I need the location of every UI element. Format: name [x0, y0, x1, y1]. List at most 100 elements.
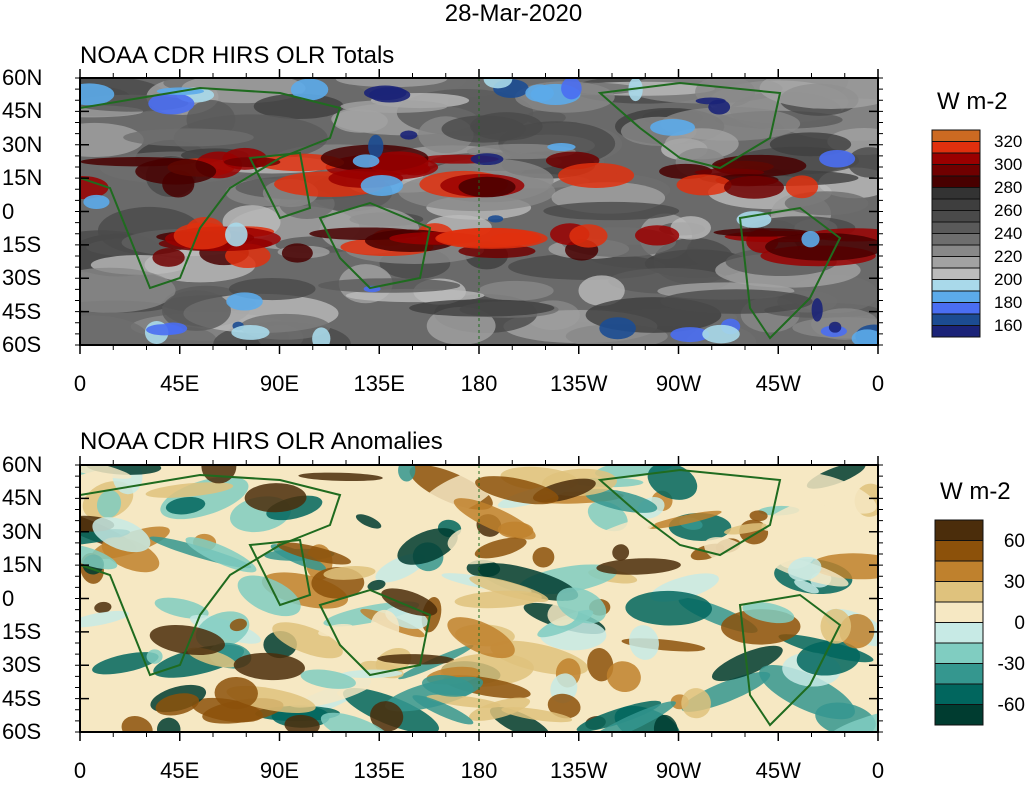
field-cell [547, 693, 581, 719]
field-cell [412, 695, 474, 725]
colorbar-units-0: W m-2 [937, 88, 1008, 115]
y-tick-label: 60S [2, 719, 42, 744]
colorbar-swatch [934, 683, 984, 705]
colorbar-label: 160 [994, 315, 1023, 335]
y-tick-label: 30N [2, 518, 43, 544]
x-tick-label: 90W [655, 758, 702, 783]
y-tick-label: 45N [2, 485, 43, 511]
field-cell [660, 289, 813, 314]
field-cell [231, 324, 270, 340]
field-cell [335, 78, 448, 88]
field-cell [80, 315, 149, 345]
field-cell [483, 78, 513, 89]
colorbar-label: 280 [994, 177, 1023, 197]
field-cell [724, 523, 767, 535]
field-cell [173, 222, 232, 250]
field-cell [851, 329, 878, 345]
field-cell [474, 537, 527, 559]
colorbar-label: 30 [1003, 571, 1025, 593]
colorbar [931, 129, 981, 338]
field-cell [332, 109, 388, 133]
field-cell [370, 701, 404, 732]
colorbar-swatch [931, 221, 981, 234]
colorbar-swatch [931, 244, 981, 257]
field-cell [612, 544, 630, 561]
field-cell [792, 317, 878, 339]
field-cell [80, 83, 115, 106]
field-cell [281, 243, 313, 263]
field-cell [561, 78, 582, 100]
field-cell [647, 510, 722, 529]
field-cell [323, 565, 376, 580]
field-cell [237, 575, 301, 617]
coastline [248, 538, 312, 607]
field-cell [426, 694, 501, 708]
field-cell [628, 78, 643, 102]
field-cell [80, 175, 109, 200]
field-cell [454, 590, 542, 609]
field-cell [287, 671, 380, 708]
colorbar-label: 260 [994, 200, 1023, 220]
field-cell [152, 248, 185, 267]
field-cell [543, 201, 680, 221]
colorbar-swatch [934, 581, 984, 603]
colorbar-swatch [931, 233, 981, 246]
panel-title-1: NOAA CDR HIRS OLR Anomalies [80, 428, 443, 455]
field-cell [681, 688, 711, 719]
field-cell [80, 610, 129, 628]
field-cell [635, 225, 680, 246]
field-cell [355, 514, 382, 529]
y-tick-label: 15N [2, 552, 43, 578]
field-cell [155, 693, 200, 716]
field-cell [226, 292, 263, 311]
y-tick-label: 60N [2, 452, 43, 477]
field-cell [487, 215, 504, 223]
field-cell [596, 558, 681, 575]
field-cell [284, 714, 320, 732]
field-cell [820, 608, 852, 644]
field-cell [478, 280, 554, 301]
field-cell [146, 324, 183, 336]
field-cell [80, 544, 118, 570]
field-cell [759, 665, 855, 720]
field-cell [253, 93, 344, 120]
field-cell [290, 78, 329, 101]
field-cell [670, 327, 710, 343]
field-cell [233, 652, 305, 681]
field-cell [819, 522, 836, 535]
field-cell [170, 565, 211, 577]
coastline [597, 81, 782, 170]
x-tick-label: 90E [259, 758, 300, 783]
field-cell [447, 617, 515, 659]
field-cell [676, 174, 732, 196]
field-cell [80, 122, 144, 157]
field-cell [369, 87, 411, 103]
field-cell [458, 176, 516, 198]
colorbar-swatch [931, 175, 981, 188]
field-cell [695, 97, 726, 105]
coastline [80, 473, 342, 677]
field-cell [790, 472, 877, 514]
field-cell [587, 648, 614, 682]
field-cell [318, 278, 461, 293]
field-cell [584, 488, 658, 513]
colorbar-swatch [931, 279, 981, 292]
colorbar-label: 0 [1014, 612, 1025, 634]
field-cell [360, 174, 404, 196]
field-cell [828, 321, 842, 333]
field-cell [578, 275, 625, 306]
x-tick-label: 180 [460, 371, 498, 396]
field-cell [769, 132, 852, 157]
y-tick-label: 30S [2, 652, 42, 678]
y-tick-label: 45S [2, 298, 42, 324]
colorbar-label: 220 [994, 246, 1023, 266]
colorbar-label: 300 [994, 154, 1023, 174]
field-cell [229, 618, 247, 632]
field-cell [599, 317, 636, 340]
field-cell [165, 496, 206, 515]
colorbar-swatch [931, 290, 981, 303]
colorbar-swatch [931, 141, 981, 154]
coastline [248, 151, 312, 220]
map-panel-totals [75, 69, 883, 354]
